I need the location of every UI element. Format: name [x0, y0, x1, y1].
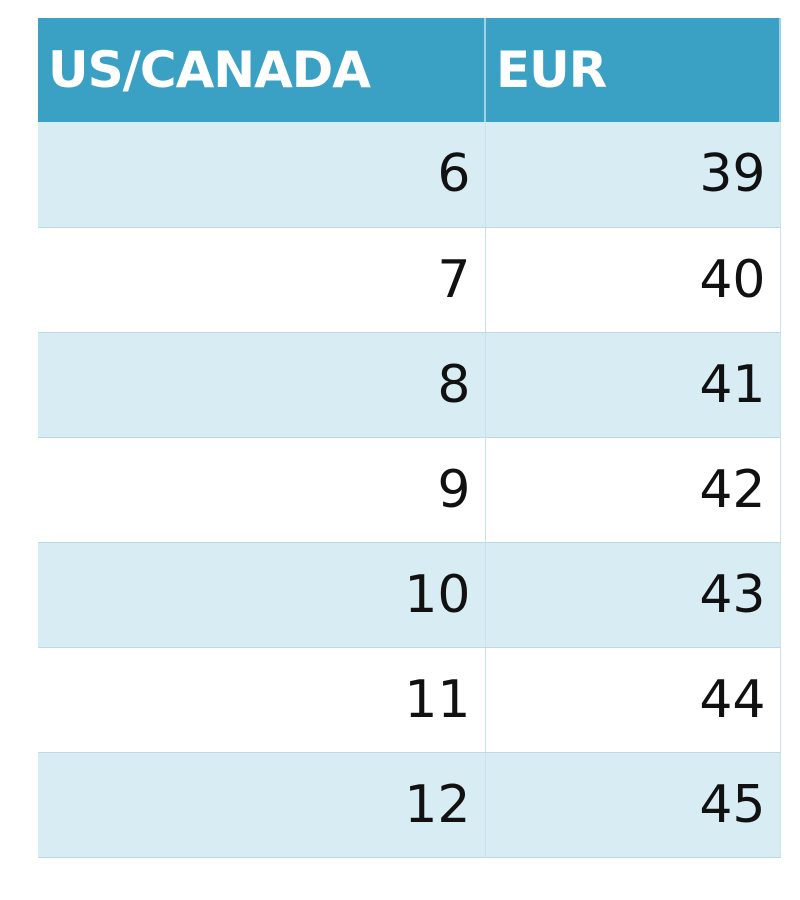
- table-cell: 6: [38, 122, 486, 228]
- table-cell: 9: [38, 437, 486, 543]
- header-cell: US/CANADA: [38, 18, 486, 122]
- table-row: 11 44: [38, 647, 781, 753]
- table-row: 6 39: [38, 122, 781, 228]
- table-cell: 12: [38, 752, 486, 858]
- table-row: 7 40: [38, 227, 781, 333]
- table-body: 6 39 7 40 8 41 9 42 10 43 11 44 12 45: [38, 122, 781, 858]
- table-cell: 41: [485, 332, 781, 438]
- table-cell: 43: [485, 542, 781, 648]
- size-table: US/CANADA EUR 6 39 7 40 8 41 9 42 10 43 11 44 12 45: [38, 18, 781, 858]
- table-row: 9 42: [38, 437, 781, 543]
- table-cell: 10: [38, 542, 486, 648]
- table-cell: 39: [485, 122, 781, 228]
- table-row: 10 43: [38, 542, 781, 648]
- table-cell: 44: [485, 647, 781, 753]
- table-cell: 7: [38, 227, 486, 333]
- table-cell: 11: [38, 647, 486, 753]
- header-row: US/CANADA EUR: [38, 18, 781, 122]
- table-row: 12 45: [38, 752, 781, 858]
- header-cell: EUR: [485, 18, 781, 122]
- table-cell: 42: [485, 437, 781, 543]
- table-row: 8 41: [38, 332, 781, 438]
- table-cell: 40: [485, 227, 781, 333]
- table-cell: 8: [38, 332, 486, 438]
- table-cell: 45: [485, 752, 781, 858]
